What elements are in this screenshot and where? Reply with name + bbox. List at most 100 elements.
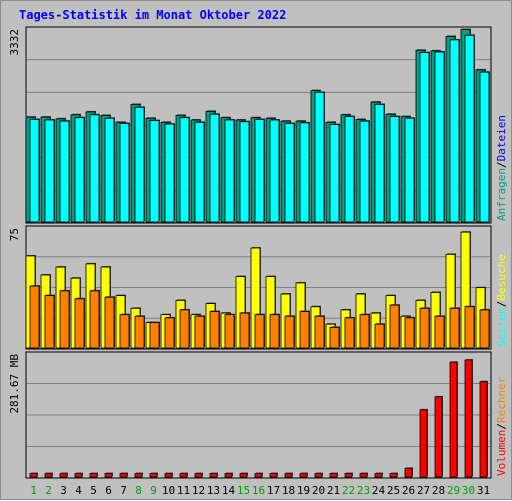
bar-volumen-day-16 [254, 473, 263, 478]
legend-item: / [495, 301, 508, 308]
x-tick-label-day-28: 28 [432, 484, 445, 497]
x-tick-label-day-14: 14 [222, 484, 236, 497]
bar-dateien-day-8 [134, 106, 145, 223]
bar-besuche-day-16 [254, 314, 265, 349]
bar-besuche-day-9 [149, 322, 160, 349]
x-tick-label-day-21: 21 [327, 484, 340, 497]
bar-volumen-day-9 [149, 473, 158, 478]
top-panel: 3332 Anfragen/Dateien [8, 26, 508, 224]
middle-panel: 75 Seiten/Besuche [8, 225, 508, 350]
bar-dateien-day-23 [359, 120, 370, 223]
top-legend: Anfragen/Dateien [495, 115, 508, 221]
bar-besuche-day-14 [224, 314, 235, 349]
middle-ymax-label: 75 [8, 228, 21, 241]
bar-dateien-day-26 [404, 117, 415, 223]
bar-volumen-day-6 [104, 473, 113, 478]
bar-dateien-day-31 [479, 71, 490, 223]
bar-besuche-day-6 [104, 296, 115, 349]
bar-dateien-day-19 [299, 122, 310, 223]
x-tick-label-day-1: 1 [30, 484, 37, 497]
bar-dateien-day-17 [269, 119, 280, 223]
bar-besuche-day-23 [359, 314, 370, 349]
x-tick-label-day-30: 30 [462, 484, 475, 497]
bar-besuche-day-28 [434, 315, 445, 349]
bar-dateien-day-24 [374, 104, 385, 223]
top-ymax-label: 3332 [8, 29, 21, 56]
x-tick-label-day-19: 19 [297, 484, 310, 497]
x-tick-label-day-7: 7 [120, 484, 127, 497]
bar-volumen-day-20 [314, 473, 323, 478]
bar-dateien-day-28 [434, 51, 445, 223]
x-tick-label-day-11: 11 [177, 484, 190, 497]
bar-dateien-day-25 [389, 116, 400, 223]
bar-dateien-day-13 [209, 113, 220, 223]
x-tick-label-day-8: 8 [135, 484, 142, 497]
legend-item: / [495, 423, 508, 430]
x-tick-label-day-15: 15 [237, 484, 250, 497]
bar-besuche-day-31 [479, 309, 490, 349]
bar-volumen-day-1 [29, 473, 38, 478]
bar-dateien-day-14 [224, 119, 235, 223]
bar-volumen-day-18 [284, 473, 293, 478]
bar-dateien-day-6 [104, 117, 115, 223]
bar-volumen-day-11 [179, 473, 188, 478]
bar-besuche-day-7 [119, 314, 130, 349]
bar-besuche-day-11 [179, 309, 190, 349]
x-tick-label-day-9: 9 [150, 484, 157, 497]
bar-volumen-day-15 [239, 473, 248, 478]
bar-dateien-day-29 [449, 39, 460, 223]
bar-volumen-day-13 [209, 473, 218, 478]
bottom-ymax-label: 281.67 MB [8, 354, 21, 414]
bar-dateien-day-18 [284, 123, 295, 223]
bar-besuche-day-4 [74, 298, 85, 349]
bar-dateien-day-30 [464, 34, 475, 223]
bar-volumen-day-12 [194, 473, 203, 478]
x-tick-label-day-18: 18 [282, 484, 295, 497]
bar-besuche-day-17 [269, 314, 280, 349]
bar-volumen-day-27 [419, 409, 428, 478]
x-tick-label-day-6: 6 [105, 484, 112, 497]
bar-volumen-day-19 [299, 473, 308, 478]
bar-volumen-day-25 [389, 473, 398, 478]
bar-dateien-day-15 [239, 121, 250, 223]
bar-volumen-day-30 [464, 359, 473, 478]
legend-item: Volumen [495, 430, 508, 476]
x-tick-label-day-24: 24 [372, 484, 386, 497]
bottom-panel-frame [25, 351, 492, 479]
bar-dateien-day-10 [164, 123, 175, 223]
bar-besuche-day-21 [329, 326, 340, 349]
bar-volumen-day-31 [479, 381, 488, 478]
bar-besuche-day-29 [449, 307, 460, 349]
bar-volumen-day-22 [344, 473, 353, 478]
x-tick-label-day-12: 12 [192, 484, 205, 497]
legend-item: Anfragen [495, 168, 508, 221]
bar-besuche-day-18 [284, 315, 295, 349]
bar-dateien-day-22 [344, 116, 355, 223]
bar-volumen-day-7 [119, 473, 128, 478]
bar-besuche-day-25 [389, 304, 400, 349]
x-tick-label-day-29: 29 [447, 484, 460, 497]
bar-volumen-day-4 [74, 473, 83, 478]
bar-dateien-day-11 [179, 117, 190, 223]
bar-volumen-day-23 [359, 473, 368, 478]
bar-besuche-day-12 [194, 315, 205, 349]
x-tick-label-day-31: 31 [477, 484, 490, 497]
bar-dateien-day-16 [254, 119, 265, 223]
bar-besuche-day-3 [59, 290, 70, 349]
bottom-panel: 281.67 MB Volumen/Rechner [8, 351, 508, 479]
bar-volumen-day-24 [374, 473, 383, 478]
x-tick-label-day-13: 13 [207, 484, 220, 497]
legend-item: Seiten [495, 307, 508, 347]
x-tick-label-day-26: 26 [402, 484, 415, 497]
bar-volumen-day-2 [44, 473, 53, 478]
bar-besuche-day-15 [239, 312, 250, 349]
x-tick-label-day-2: 2 [45, 484, 52, 497]
bar-dateien-day-2 [44, 119, 55, 223]
bar-volumen-day-14 [224, 473, 233, 478]
x-tick-label-day-20: 20 [312, 484, 325, 497]
x-tick-label-day-3: 3 [60, 484, 67, 497]
bar-besuche-day-22 [344, 317, 355, 349]
x-tick-label-day-5: 5 [90, 484, 97, 497]
x-tick-label-day-10: 10 [162, 484, 175, 497]
